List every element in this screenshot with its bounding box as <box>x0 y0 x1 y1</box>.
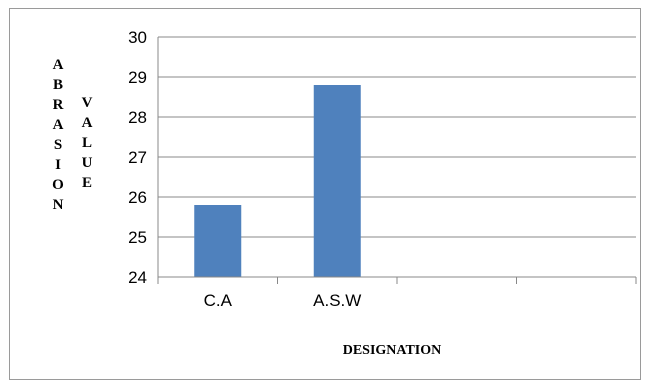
y-axis-title-letter: L <box>82 135 92 151</box>
y-tick-label: 27 <box>128 148 147 167</box>
bar <box>194 205 242 277</box>
y-tick-label: 24 <box>128 268 147 287</box>
y-axis-title-letter: E <box>82 175 92 191</box>
y-axis-title-letter: S <box>54 137 62 153</box>
y-axis-title-letter: R <box>53 97 64 113</box>
y-axis-title-letter: A <box>53 117 64 133</box>
y-axis-title-letter: I <box>55 157 61 173</box>
y-tick-label: 26 <box>128 188 147 207</box>
y-axis-title-letter: A <box>82 115 93 131</box>
y-axis-title-letter: A <box>53 57 64 73</box>
bar <box>313 85 361 277</box>
y-tick-label: 28 <box>128 108 147 127</box>
y-tick-label: 29 <box>128 68 147 87</box>
y-axis-title-letter: O <box>52 177 64 193</box>
x-tick-labels: C.A A.S.W <box>204 291 362 310</box>
y-axis-title-letter: B <box>53 77 63 93</box>
y-tick-label: 30 <box>128 28 147 47</box>
x-tick-label: A.S.W <box>313 291 361 310</box>
y-tick-label: 25 <box>128 228 147 247</box>
y-axis-title-letter: U <box>82 155 93 171</box>
y-axis-title-letter: N <box>53 197 64 213</box>
bars <box>194 85 361 277</box>
x-axis-title: DESIGNATION <box>343 343 442 358</box>
x-tick-label: C.A <box>204 291 233 310</box>
y-tick-labels: 24 25 26 27 28 29 30 <box>128 28 147 287</box>
x-axis <box>157 37 637 284</box>
y-axis-title-letter: V <box>82 95 93 111</box>
